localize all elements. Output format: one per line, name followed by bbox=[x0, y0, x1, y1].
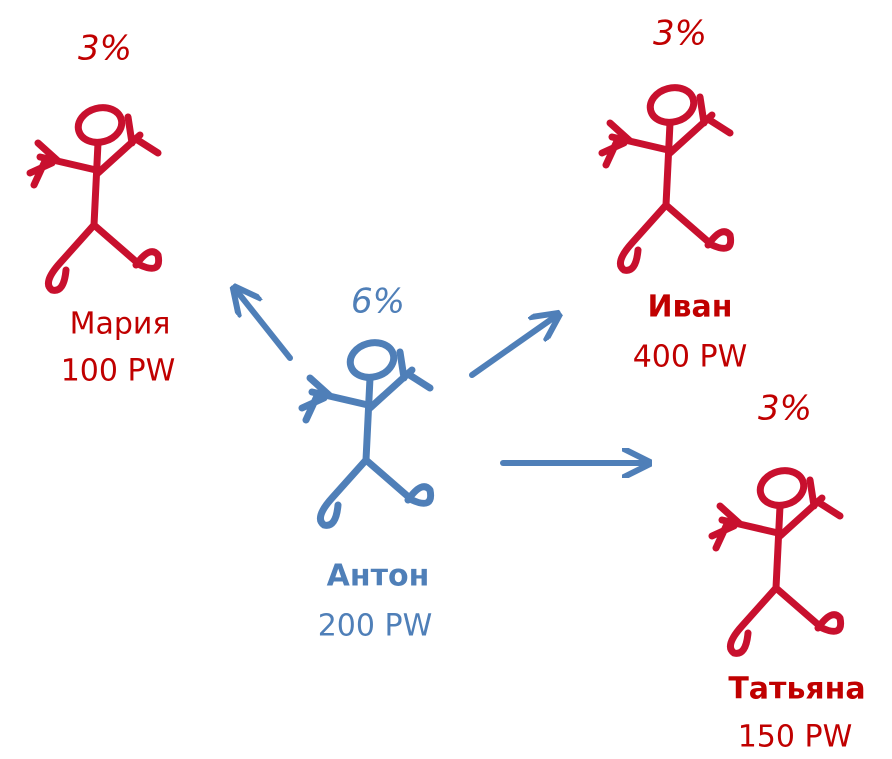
person-name: Мария bbox=[70, 307, 171, 342]
person-figure bbox=[302, 338, 431, 525]
share-percent: 3% bbox=[78, 29, 132, 69]
share-percent: 6% bbox=[351, 282, 405, 322]
person-figure bbox=[712, 466, 841, 653]
person-amount: 400 PW bbox=[633, 340, 748, 375]
person-amount: 200 PW bbox=[318, 609, 433, 644]
share-percent: 3% bbox=[653, 14, 707, 54]
diagram: 3% Мария 100 PW 3% Иван 400 PW 6% Антон … bbox=[0, 0, 892, 755]
arrow bbox=[236, 290, 290, 358]
arrow bbox=[472, 316, 556, 375]
person-figure bbox=[602, 83, 731, 270]
person-amount: 100 PW bbox=[61, 354, 176, 389]
share-percent: 3% bbox=[758, 389, 812, 429]
person-amount: 150 PW bbox=[738, 720, 853, 755]
person-name: Татьяна bbox=[728, 672, 865, 707]
person-name: Иван bbox=[647, 290, 732, 325]
person-name: Антон bbox=[327, 559, 430, 594]
person-figure bbox=[30, 103, 159, 290]
